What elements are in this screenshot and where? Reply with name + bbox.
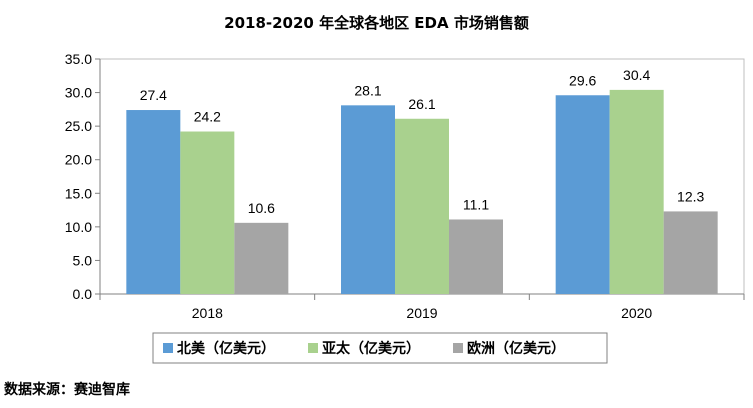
legend-label: 欧洲（亿美元） <box>467 340 565 357</box>
chart-title: 2018-2020 年全球各地区 EDA 市场销售额 <box>224 14 529 32</box>
source-note: 数据来源：赛迪智库 <box>4 382 130 398</box>
bar-2018-series-1 <box>126 110 181 295</box>
y-tick-label: 15.0 <box>65 185 92 201</box>
bar-2020-series-3 <box>663 211 718 294</box>
data-label: 10.6 <box>248 200 275 216</box>
x-tick-label: 2019 <box>406 305 437 321</box>
legend-swatch-3 <box>453 343 463 353</box>
y-tick-label: 35.0 <box>65 51 92 67</box>
y-tick-label: 10.0 <box>65 219 92 235</box>
x-tick-label: 2020 <box>621 305 652 321</box>
y-tick-label: 5.0 <box>73 252 93 268</box>
data-label: 29.6 <box>569 72 596 88</box>
bar-2019-series-2 <box>395 118 449 294</box>
data-label: 12.3 <box>677 188 704 204</box>
data-label: 30.4 <box>623 67 650 83</box>
data-label: 24.2 <box>194 109 221 125</box>
legend-swatch-2 <box>308 343 318 353</box>
bar-2018-series-2 <box>180 131 235 294</box>
legend-box <box>152 332 608 364</box>
bar-2020-series-2 <box>609 89 664 294</box>
legend-label: 北美（亿美元） <box>177 340 275 357</box>
data-label: 27.4 <box>140 87 167 103</box>
bar-2018-series-3 <box>234 222 289 294</box>
bar-2020-series-1 <box>555 95 610 294</box>
x-tick-label: 2018 <box>192 305 223 321</box>
y-tick-label: 0.0 <box>73 286 93 302</box>
y-tick-label: 25.0 <box>65 118 92 134</box>
bar-2019-series-3 <box>449 219 503 294</box>
bar-2019-series-1 <box>341 105 395 294</box>
legend-swatch-1 <box>163 343 173 353</box>
data-label: 26.1 <box>408 96 435 112</box>
y-tick-label: 20.0 <box>65 152 92 168</box>
legend-label: 亚太（亿美元） <box>322 340 420 357</box>
y-tick-label: 30.0 <box>65 85 92 101</box>
data-label: 28.1 <box>354 82 381 98</box>
data-label: 11.1 <box>463 196 489 212</box>
